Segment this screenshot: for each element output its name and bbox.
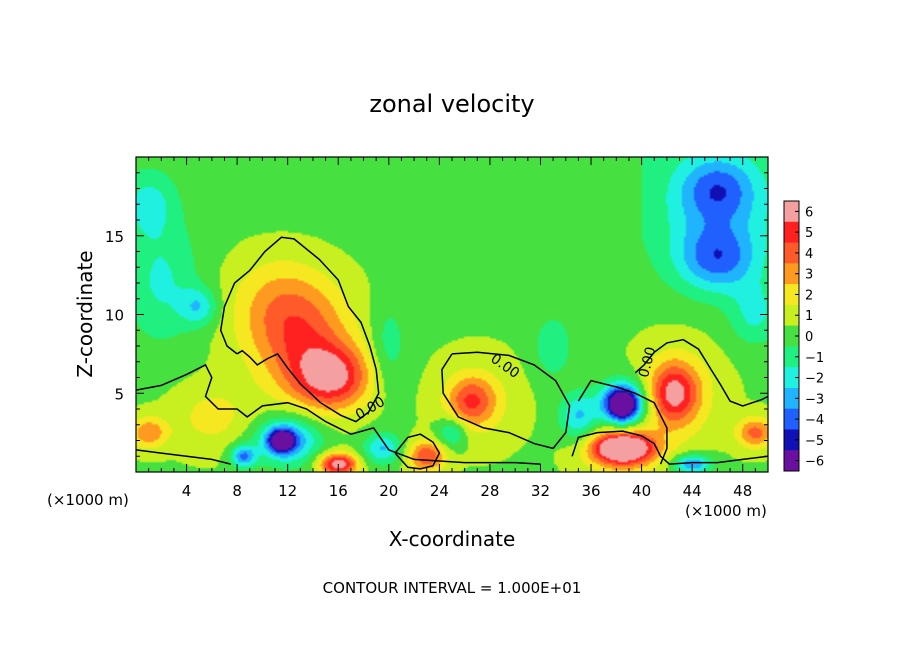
colorbar-swatch-1 <box>784 304 799 327</box>
contour-interval-footer: CONTOUR INTERVAL = 1.000E+01 <box>323 579 582 597</box>
x-tick-label-8: 8 <box>232 482 242 500</box>
contour-line-6 <box>577 379 668 465</box>
colorbar-label: 6 <box>805 205 813 220</box>
x-tick-label-44: 44 <box>683 482 702 500</box>
colorbar-label: −2 <box>805 372 824 387</box>
colorbar-swatch-2 <box>784 284 799 306</box>
colorbar-label: 1 <box>805 309 813 324</box>
x-axis-title: X-coordinate <box>389 527 516 551</box>
colorbar: 6 5 4 3 2 1 0 −1 −2 −3 −4 −5 −6 <box>783 200 824 472</box>
y-tick-label-10: 10 <box>105 307 124 325</box>
colorbar-swatch--4 <box>784 408 799 430</box>
colorbar-swatch-4 <box>784 242 799 264</box>
x-tick-label-28: 28 <box>480 482 499 500</box>
colorbar-swatch-6 <box>784 201 799 223</box>
colorbar-swatch--6 <box>784 450 799 472</box>
x-tick-label-20: 20 <box>379 482 398 500</box>
y-axis: 5 10 15 <box>105 172 768 457</box>
plot-area: 0.000.000.00 <box>135 156 769 473</box>
x-tick-label-4: 4 <box>182 482 192 500</box>
colorbar-label: −5 <box>805 434 824 449</box>
contour-line-4 <box>571 430 769 465</box>
x-unit-label-left: (×1000 m) <box>47 491 129 509</box>
x-unit-label-right: (×1000 m) <box>685 502 767 520</box>
contour-lines <box>135 236 769 470</box>
contour-line-3 <box>394 433 441 470</box>
y-tick-label-5: 5 <box>114 385 124 403</box>
y-axis-title: Z-coordinate <box>73 250 97 377</box>
colorbar-label: 4 <box>805 247 813 262</box>
x-tick-label-40: 40 <box>632 482 651 500</box>
colorbar-label: −4 <box>805 413 824 428</box>
contour-label-2: 0.00 <box>636 345 660 379</box>
colorbar-swatch--5 <box>784 429 799 451</box>
contour-line-5 <box>634 338 769 407</box>
heatmap-field <box>136 157 768 472</box>
colorbar-label: −1 <box>805 351 824 366</box>
x-axis: 4 8 12 16 20 24 28 32 36 40 44 48 <box>148 157 756 500</box>
colorbar-swatch-3 <box>784 263 799 285</box>
colorbar-label: 0 <box>805 330 813 345</box>
x-tick-label-48: 48 <box>733 482 752 500</box>
colorbar-swatch--1 <box>784 346 799 368</box>
contour-line-1 <box>219 236 380 423</box>
colorbar-label: 3 <box>805 268 813 283</box>
contour-line-7 <box>135 449 231 465</box>
colorbar-swatch-0 <box>784 325 799 347</box>
colorbar-swatch-5 <box>784 221 799 244</box>
colorbar-swatch--3 <box>784 387 799 410</box>
x-tick-label-32: 32 <box>531 482 550 500</box>
x-tick-label-36: 36 <box>581 482 600 500</box>
x-tick-label-24: 24 <box>430 482 449 500</box>
colorbar-label: 2 <box>805 288 813 303</box>
colorbar-label: −6 <box>805 455 824 470</box>
colorbar-label: −3 <box>805 392 824 407</box>
colorbar-swatch--2 <box>784 367 799 389</box>
colorbar-label: 5 <box>805 226 813 241</box>
chart-title: zonal velocity <box>369 90 534 118</box>
contour-line-0 <box>135 363 541 465</box>
y-tick-label-15: 15 <box>105 228 124 246</box>
contour-line-2 <box>441 351 571 450</box>
x-tick-label-16: 16 <box>329 482 348 500</box>
x-tick-label-12: 12 <box>278 482 297 500</box>
